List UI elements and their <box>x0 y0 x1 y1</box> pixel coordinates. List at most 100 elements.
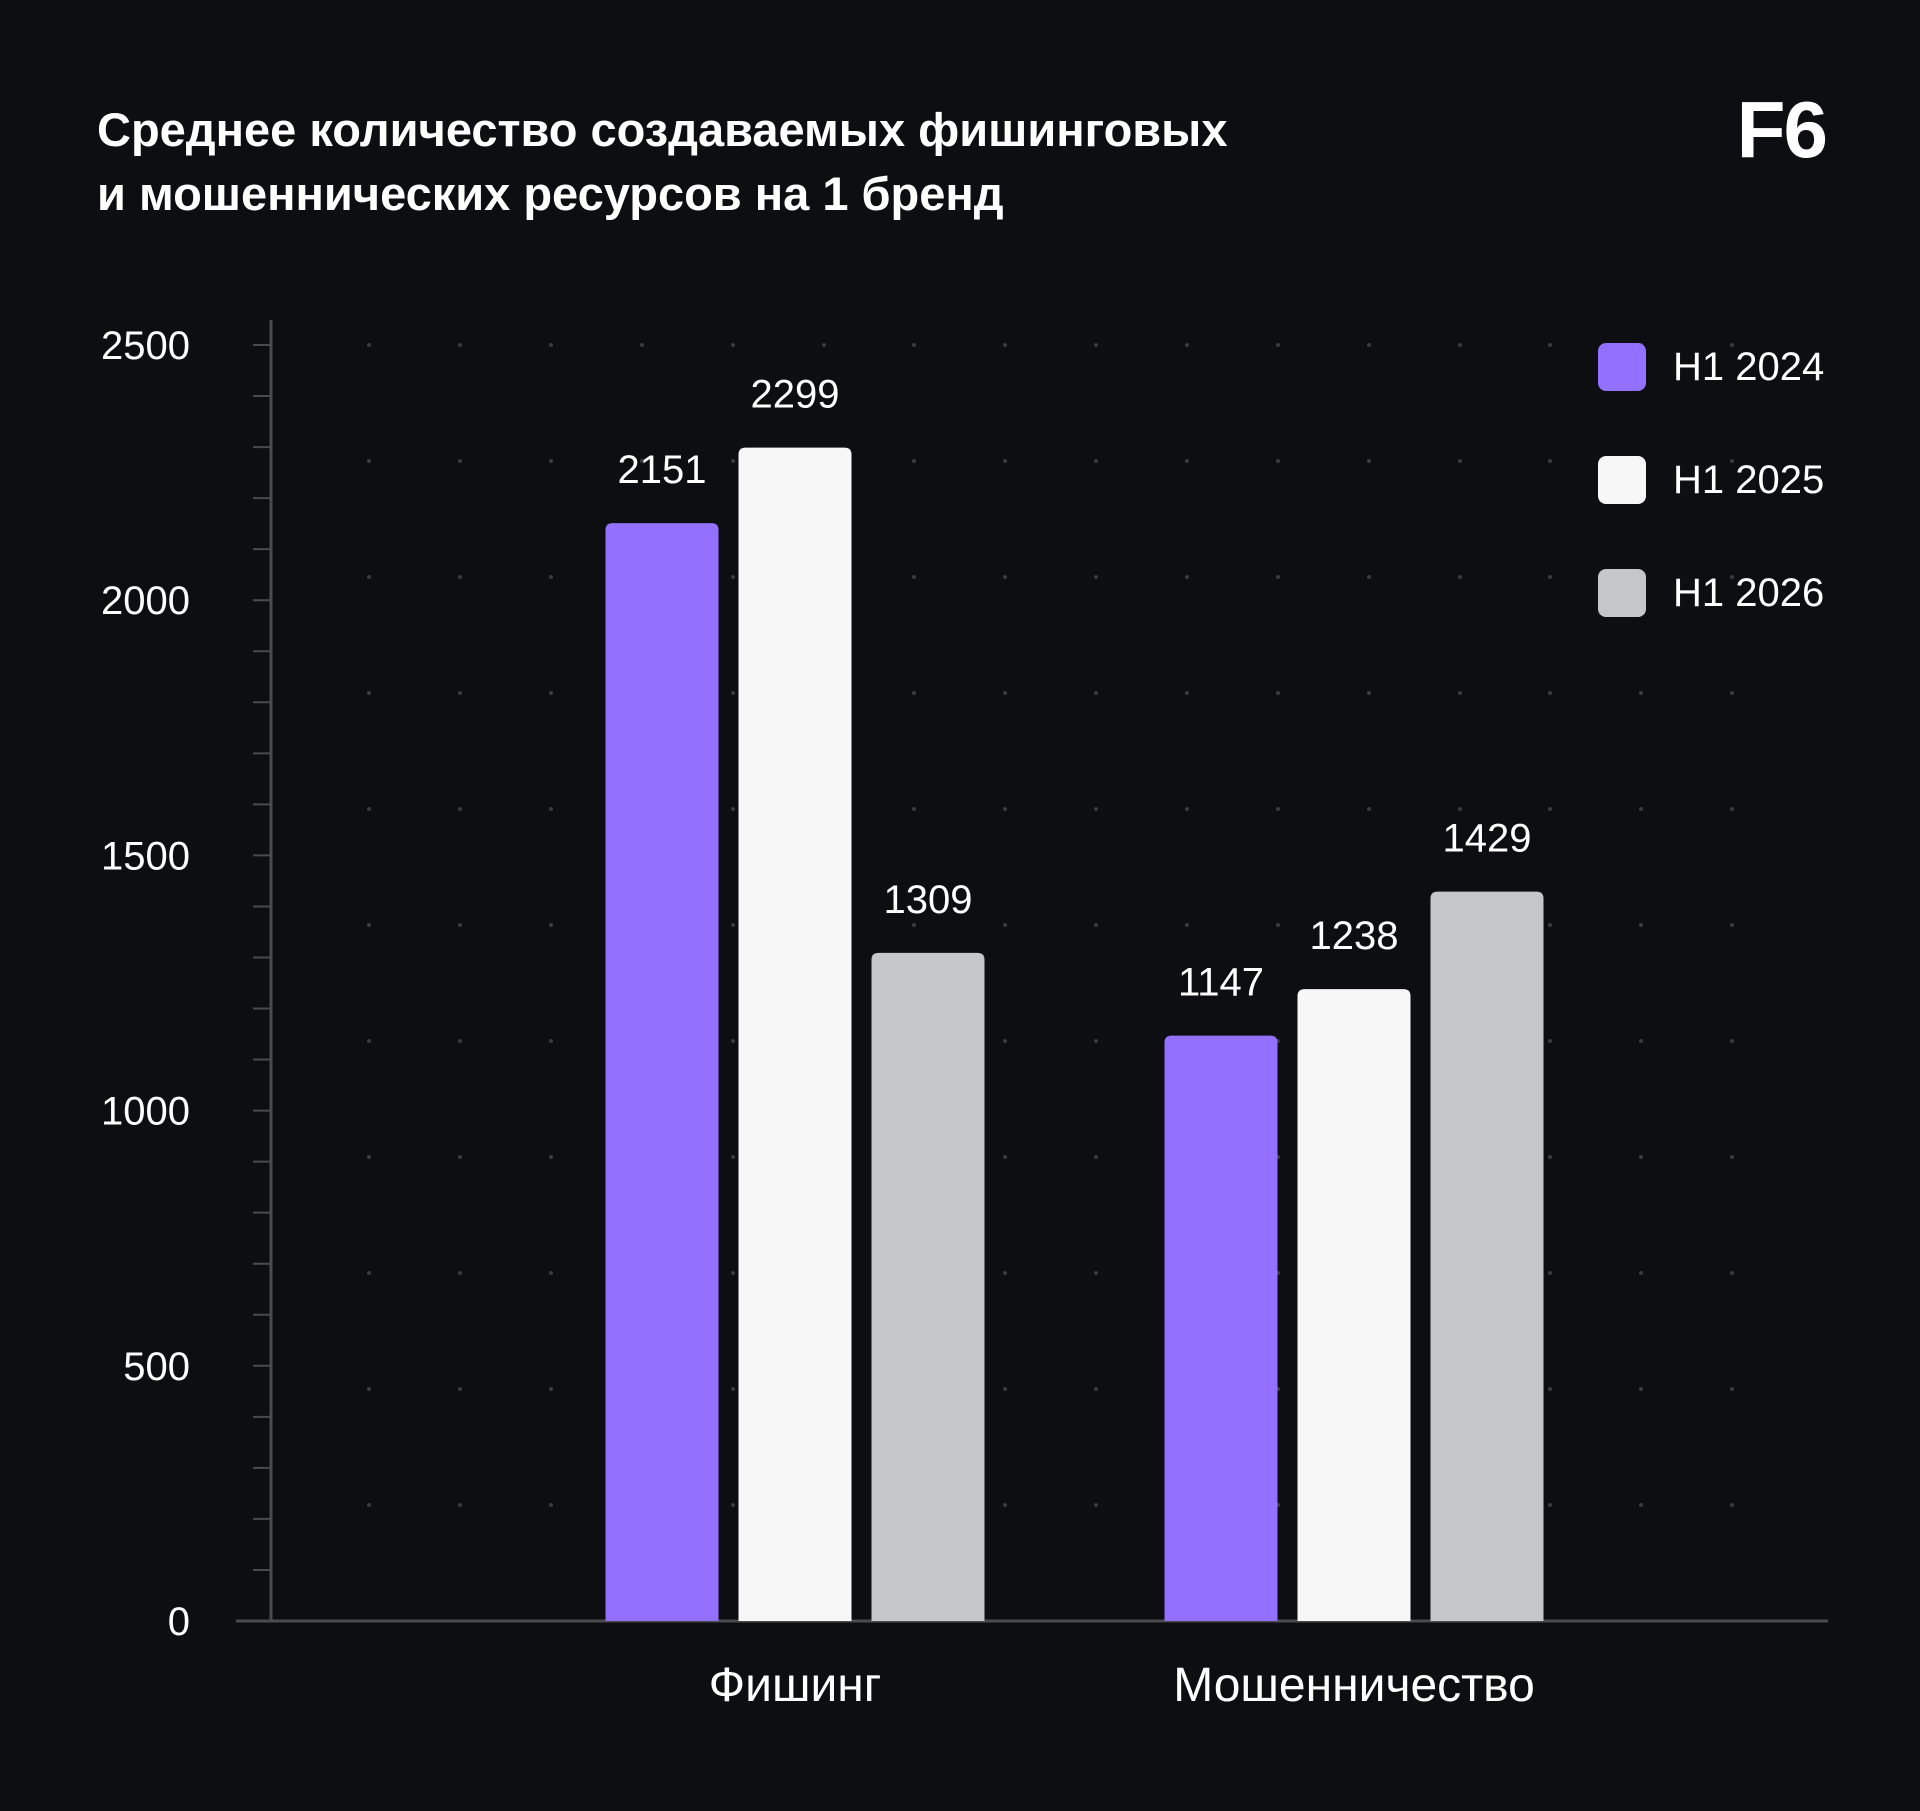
grid-dot <box>549 1039 553 1043</box>
grid-dot <box>1185 343 1189 347</box>
grid-dot <box>1548 1155 1552 1159</box>
grid-dot <box>731 1039 735 1043</box>
legend-item: H1 2024 <box>1598 343 1824 391</box>
y-tick-label: 500 <box>123 1345 190 1389</box>
chart-title-line-1: Среднее количество создаваемых фишинговы… <box>97 103 1228 156</box>
grid-dot <box>1003 807 1007 811</box>
legend-item: H1 2026 <box>1598 569 1824 617</box>
grid-dot <box>1276 459 1280 463</box>
grid-dot <box>1003 343 1007 347</box>
grid-dot <box>1730 1039 1734 1043</box>
grid-dot <box>912 691 916 695</box>
grid-dot <box>1639 923 1643 927</box>
grid-dot <box>1730 343 1734 347</box>
grid-dot <box>1548 1271 1552 1275</box>
grid-dot <box>1094 459 1098 463</box>
legend-label: H1 2026 <box>1673 570 1825 615</box>
grid-dot <box>458 343 462 347</box>
grid-dot <box>1639 807 1643 811</box>
grid-dot <box>731 923 735 927</box>
grid-dot <box>1730 1271 1734 1275</box>
grid-dot <box>1003 1271 1007 1275</box>
grid-dot <box>1639 1387 1643 1391</box>
grid-dot <box>912 343 916 347</box>
grid-dot <box>549 1271 553 1275</box>
grid-dot <box>1548 575 1552 579</box>
grid-dot <box>1639 1039 1643 1043</box>
grid-dot <box>1548 1387 1552 1391</box>
grid-dot <box>731 1271 735 1275</box>
grid-dot <box>1003 459 1007 463</box>
grid-dot <box>1639 1155 1643 1159</box>
legend-swatch <box>1598 343 1646 391</box>
grid-dot <box>549 1503 553 1507</box>
bar-value-label: 1238 <box>1310 914 1399 958</box>
grid-dot <box>1003 575 1007 579</box>
grid-dot <box>1639 1271 1643 1275</box>
chart-title: Среднее количество создаваемых фишинговы… <box>97 98 1347 226</box>
grid-dot <box>1094 1271 1098 1275</box>
grid-dot <box>731 691 735 695</box>
grid-dot <box>1639 691 1643 695</box>
grid-dot <box>1367 807 1371 811</box>
grid-dot <box>1276 807 1280 811</box>
grid-dot <box>1185 691 1189 695</box>
grid-dot <box>1003 1387 1007 1391</box>
y-tick-label: 2000 <box>101 579 190 623</box>
grid-dot <box>1003 1155 1007 1159</box>
grid-dot <box>458 1155 462 1159</box>
y-tick-label: 1500 <box>101 834 190 878</box>
grid-dot <box>1276 923 1280 927</box>
grid-dot <box>731 1387 735 1391</box>
grid-dot <box>1094 1387 1098 1391</box>
grid-dot <box>367 1271 371 1275</box>
grid-dot <box>1367 691 1371 695</box>
grid-dot <box>1730 1503 1734 1507</box>
grid-dot <box>1548 691 1552 695</box>
grid-dot <box>1003 1503 1007 1507</box>
grid-dot <box>367 691 371 695</box>
grid-dot <box>912 459 916 463</box>
grid-dot <box>822 343 826 347</box>
bar <box>1164 1035 1278 1621</box>
grid-dot <box>458 923 462 927</box>
grid-dot <box>1185 807 1189 811</box>
bar-value-label: 1147 <box>1178 961 1264 1005</box>
grid-dot <box>1276 575 1280 579</box>
grid-dot <box>367 575 371 579</box>
grid-dot <box>731 343 735 347</box>
grid-dot <box>1276 691 1280 695</box>
grid-dot <box>731 807 735 811</box>
grid-dot <box>458 459 462 463</box>
y-tick-label: 1000 <box>101 1090 190 1134</box>
grid-dot <box>1367 923 1371 927</box>
grid-dot <box>458 807 462 811</box>
legend-swatch <box>1598 456 1646 504</box>
grid-dot <box>1094 343 1098 347</box>
grid-dot <box>1548 459 1552 463</box>
bar <box>738 447 852 1622</box>
grid-dot <box>1094 1039 1098 1043</box>
grid-dot <box>549 807 553 811</box>
grid-dot <box>731 1503 735 1507</box>
category-label: Фишинг <box>709 1659 882 1712</box>
grid-dot <box>731 575 735 579</box>
bar-value-label: 1309 <box>884 878 973 922</box>
grid-dot <box>640 459 644 463</box>
bar-value-label: 2299 <box>751 373 840 417</box>
grid-dot <box>1185 459 1189 463</box>
grid-dot <box>640 343 644 347</box>
grid-dot <box>367 807 371 811</box>
grid-dot <box>367 1039 371 1043</box>
grid-dot <box>1730 923 1734 927</box>
bar <box>605 523 719 1621</box>
grid-dot <box>1367 343 1371 347</box>
grid-dot <box>1548 1503 1552 1507</box>
grid-dot <box>1458 343 1462 347</box>
grid-dot <box>912 575 916 579</box>
chart-legend: H1 2024 H1 2025 H1 2026 <box>1598 343 1824 682</box>
grid-dot <box>1730 691 1734 695</box>
grid-dot <box>458 1271 462 1275</box>
grid-dot <box>458 1387 462 1391</box>
